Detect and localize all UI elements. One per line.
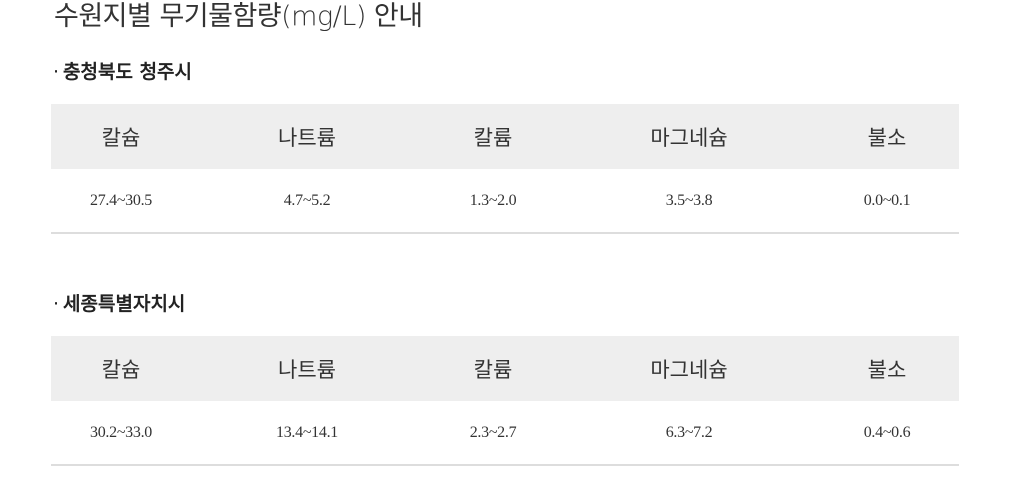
header-fluorine: 불소 — [815, 104, 959, 169]
header-magnesium: 마그네슘 — [563, 336, 815, 401]
table-header-row: 칼슘 나트륨 칼륨 마그네슘 불소 — [51, 336, 959, 401]
header-sodium: 나트륨 — [191, 336, 423, 401]
value-potassium: 1.3~2.0 — [423, 169, 563, 234]
header-potassium: 칼륨 — [423, 104, 563, 169]
bullet-mark: · — [53, 293, 60, 315]
value-sodium: 13.4~14.1 — [191, 401, 423, 466]
header-magnesium: 마그네슘 — [563, 104, 815, 169]
bullet-mark: · — [53, 61, 60, 83]
section-title: · 충청북도 청주시 — [53, 58, 959, 86]
section-sejong: · 세종특별자치시 칼슘 나트륨 칼륨 마그네슘 불소 30.2~33.0 13.… — [51, 290, 959, 466]
section-title: · 세종특별자치시 — [53, 290, 959, 318]
value-calcium: 30.2~33.0 — [51, 401, 191, 466]
page-title: 수원지별 무기물함량(mg/L) 안내 — [54, 1, 423, 32]
mineral-table: 칼슘 나트륨 칼륨 마그네슘 불소 27.4~30.5 4.7~5.2 1.3~… — [51, 104, 959, 234]
value-potassium: 2.3~2.7 — [423, 401, 563, 466]
value-fluorine: 0.0~0.1 — [815, 169, 959, 234]
section-title-label: 세종특별자치시 — [63, 293, 186, 315]
table-row: 30.2~33.0 13.4~14.1 2.3~2.7 6.3~7.2 0.4~… — [51, 401, 959, 466]
header-fluorine: 불소 — [815, 336, 959, 401]
header-calcium: 칼슘 — [51, 104, 191, 169]
value-magnesium: 3.5~3.8 — [563, 169, 815, 234]
value-calcium: 27.4~30.5 — [51, 169, 191, 234]
header-sodium: 나트륨 — [191, 104, 423, 169]
table-header-row: 칼슘 나트륨 칼륨 마그네슘 불소 — [51, 104, 959, 169]
mineral-table: 칼슘 나트륨 칼륨 마그네슘 불소 30.2~33.0 13.4~14.1 2.… — [51, 336, 959, 466]
section-title-label: 충청북도 청주시 — [63, 61, 193, 83]
table-row: 27.4~30.5 4.7~5.2 1.3~2.0 3.5~3.8 0.0~0.… — [51, 169, 959, 234]
header-potassium: 칼륨 — [423, 336, 563, 401]
value-magnesium: 6.3~7.2 — [563, 401, 815, 466]
value-fluorine: 0.4~0.6 — [815, 401, 959, 466]
header-calcium: 칼슘 — [51, 336, 191, 401]
section-chungbuk-cheongju: · 충청북도 청주시 칼슘 나트륨 칼륨 마그네슘 불소 27.4~30.5 4.… — [51, 58, 959, 234]
value-sodium: 4.7~5.2 — [191, 169, 423, 234]
